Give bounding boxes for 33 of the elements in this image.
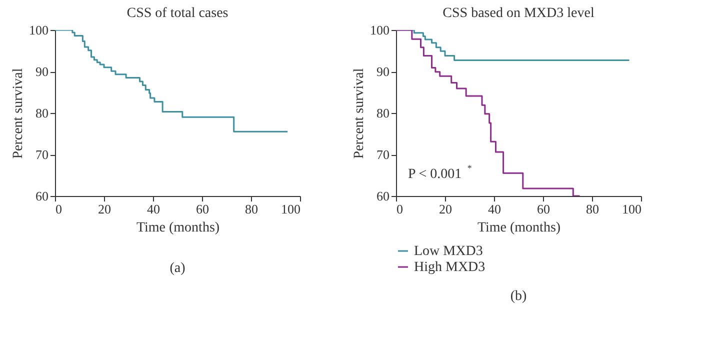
x-tick-label: 80 (586, 202, 599, 216)
y-axis-title: Percent survival (11, 68, 26, 159)
chart-title: CSS of total cases (126, 6, 228, 21)
x-tick-label: 0 (56, 202, 62, 216)
y-axis-title: Percent survival (352, 68, 367, 159)
x-axis-title: Time (months) (136, 220, 220, 236)
y-tick-label: 60 (36, 188, 48, 204)
x-axis-title: Time (months) (477, 220, 561, 236)
x-tick-label: 100 (622, 202, 642, 216)
x-tick-label: 40 (488, 202, 501, 216)
legend-label: Low MXD3 (414, 244, 483, 259)
x-tick-label: 80 (245, 202, 258, 216)
x-tick-label: 60 (537, 202, 550, 216)
text: (b) (510, 289, 527, 304)
legend-label: High MXD3 (414, 260, 486, 275)
y-tick-label: 100 (370, 22, 390, 38)
y-tick-label: 80 (376, 106, 390, 120)
y-tick-label: 70 (36, 147, 48, 162)
x-tick-label: 60 (196, 202, 209, 216)
y-tick-label: 90 (36, 64, 48, 79)
x-tick-label: 0 (396, 202, 403, 216)
x-tick-label: 20 (98, 202, 111, 216)
y-tick-label: 70 (376, 147, 390, 162)
text: (a) (170, 261, 186, 276)
y-tick-label: 80 (36, 106, 48, 120)
x-tick-label: 20 (439, 202, 452, 216)
x-tick-label: 40 (147, 202, 160, 216)
y-tick-label: 100 (29, 22, 48, 38)
chart-title: CSS based on MXD3 level (442, 6, 594, 21)
y-tick-label: 60 (376, 188, 390, 204)
y-tick-label: 90 (376, 64, 390, 79)
x-tick-label: 100 (281, 202, 300, 216)
annotation: P < 0.001* (408, 163, 472, 182)
